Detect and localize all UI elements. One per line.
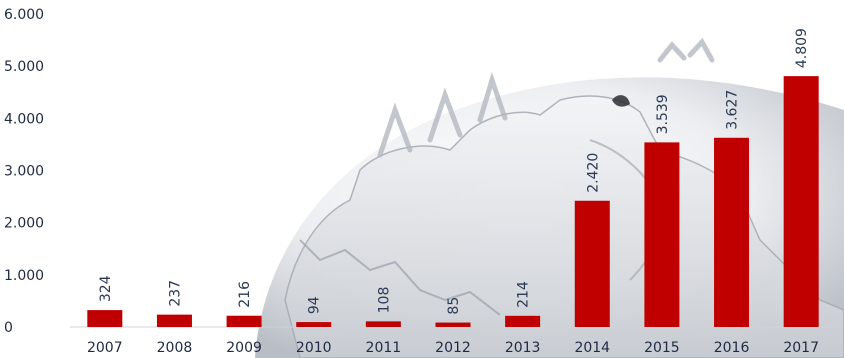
x-tick-label: 2015 (644, 340, 680, 356)
y-tick-label: 0 (4, 320, 13, 336)
x-tick-label: 2014 (574, 340, 610, 356)
data-label: 237 (167, 280, 183, 307)
x-tick-label: 2013 (505, 340, 541, 356)
x-tick-label: 2007 (87, 340, 123, 356)
data-label: 3.539 (655, 94, 671, 134)
bar (87, 310, 123, 327)
globe-background-image (255, 37, 844, 358)
bar (296, 322, 332, 327)
x-tick-label: 2012 (435, 340, 471, 356)
bar-series (87, 76, 819, 328)
bar (226, 315, 262, 327)
data-label: 4.809 (794, 28, 810, 68)
y-tick-label: 4.000 (4, 111, 44, 127)
bar (574, 200, 610, 327)
x-tick-label: 2016 (714, 340, 750, 356)
data-label: 3.627 (725, 90, 741, 130)
bar (783, 76, 819, 328)
bar (435, 322, 471, 327)
bar (365, 321, 401, 327)
y-tick-label: 5.000 (4, 59, 44, 75)
data-label: 108 (376, 287, 392, 314)
y-axis: 0 1.000 2.000 3.000 4.000 5.000 6.000 (4, 7, 44, 336)
data-labels: 324 237 216 94 108 85 214 2.420 3.539 3.627 4.809 (98, 28, 810, 315)
x-tick-label: 2010 (296, 340, 332, 356)
data-label: 85 (446, 297, 462, 315)
x-tick-label: 2009 (226, 340, 262, 356)
x-axis: 2007 2008 2009 2010 2011 2012 2013 2014 2015 2016… (87, 340, 819, 356)
y-tick-label: 2.000 (4, 216, 44, 232)
x-tick-label: 2008 (157, 340, 193, 356)
y-tick-label: 3.000 (4, 164, 44, 180)
data-label: 214 (516, 281, 532, 308)
bar (644, 142, 680, 327)
data-label: 216 (237, 281, 253, 308)
data-label: 94 (307, 296, 323, 314)
bar (505, 315, 541, 327)
x-tick-label: 2017 (783, 340, 819, 356)
y-tick-label: 1.000 (4, 268, 44, 284)
data-label: 324 (98, 275, 114, 302)
y-tick-label: 6.000 (4, 7, 44, 23)
bar (714, 137, 750, 327)
data-label: 2.420 (585, 153, 601, 193)
bar (156, 314, 192, 327)
x-tick-label: 2011 (366, 340, 402, 356)
